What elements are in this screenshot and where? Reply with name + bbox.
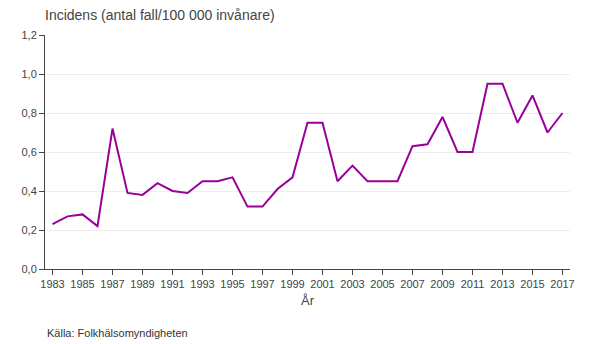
svg-text:1991: 1991 [160, 278, 184, 290]
svg-text:1983: 1983 [40, 278, 64, 290]
svg-text:1993: 1993 [190, 278, 214, 290]
svg-text:Källa: Folkhälsomyndigheten: Källa: Folkhälsomyndigheten [47, 327, 188, 339]
svg-text:2005: 2005 [370, 278, 394, 290]
svg-text:2009: 2009 [430, 278, 454, 290]
svg-text:0,2: 0,2 [22, 224, 37, 236]
svg-text:1985: 1985 [70, 278, 94, 290]
svg-text:År: År [301, 293, 315, 308]
svg-text:1,2: 1,2 [22, 29, 37, 41]
svg-text:0,6: 0,6 [22, 146, 37, 158]
svg-text:2011: 2011 [461, 278, 485, 290]
svg-text:2003: 2003 [340, 278, 364, 290]
svg-text:0,8: 0,8 [22, 107, 37, 119]
svg-text:2013: 2013 [490, 278, 514, 290]
svg-text:0,4: 0,4 [22, 185, 37, 197]
svg-text:1999: 1999 [280, 278, 304, 290]
svg-text:0,0: 0,0 [22, 263, 37, 275]
svg-text:2017: 2017 [550, 278, 574, 290]
svg-text:1997: 1997 [250, 278, 274, 290]
svg-text:2015: 2015 [520, 278, 544, 290]
svg-text:1989: 1989 [130, 278, 154, 290]
svg-text:2001: 2001 [310, 278, 334, 290]
svg-text:2007: 2007 [400, 278, 424, 290]
svg-text:1,0: 1,0 [22, 68, 37, 80]
svg-text:Incidens (antal fall/100 000 i: Incidens (antal fall/100 000 invånare) [45, 7, 275, 23]
svg-text:1995: 1995 [220, 278, 244, 290]
svg-text:1987: 1987 [100, 278, 124, 290]
